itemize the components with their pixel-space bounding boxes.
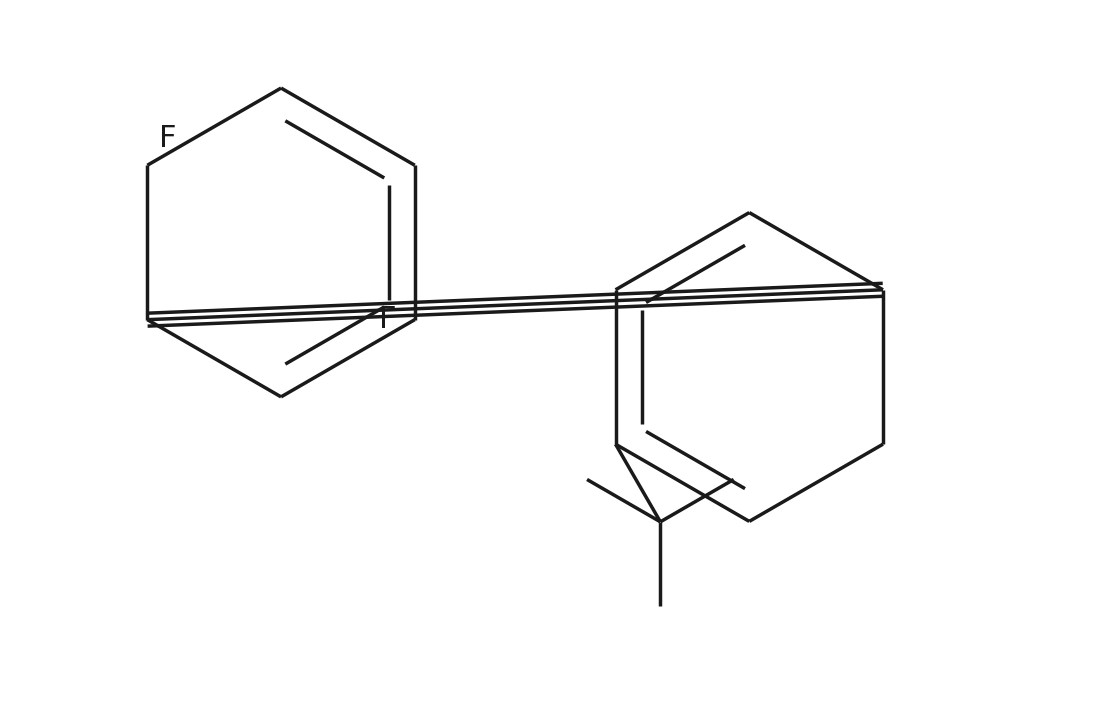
Text: F: F — [380, 305, 397, 334]
Text: F: F — [159, 124, 177, 153]
